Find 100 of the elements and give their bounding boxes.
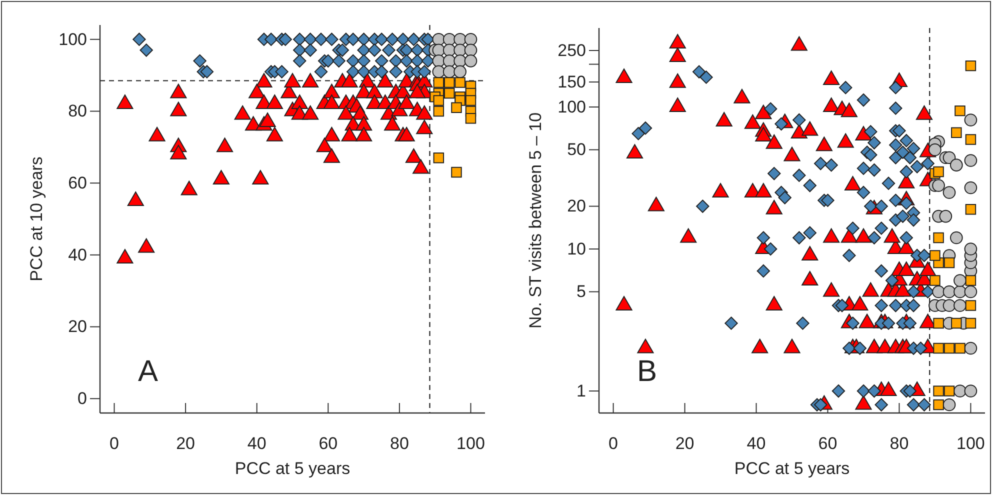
x-axis-title: PCC at 5 years xyxy=(234,459,350,478)
y-tick-label: 40 xyxy=(68,245,87,264)
point xyxy=(304,44,317,57)
point xyxy=(454,77,466,88)
point xyxy=(346,65,360,78)
point xyxy=(928,143,942,156)
point xyxy=(140,44,153,57)
point xyxy=(389,65,402,78)
point xyxy=(433,95,444,106)
point xyxy=(314,32,328,46)
point xyxy=(400,44,414,57)
point xyxy=(942,186,956,199)
x-tick-label: 60 xyxy=(818,434,838,454)
point xyxy=(942,398,956,412)
point xyxy=(382,44,396,57)
point xyxy=(421,54,435,68)
point xyxy=(396,32,410,46)
point xyxy=(933,166,944,178)
point xyxy=(954,384,966,398)
point xyxy=(278,32,292,46)
y-tick-label: 1 xyxy=(576,381,586,400)
y-tick-label: 60 xyxy=(68,174,87,193)
point xyxy=(965,300,976,311)
annotation: B xyxy=(636,355,658,388)
point xyxy=(418,65,431,78)
x-tick-label: 100 xyxy=(956,434,985,454)
y-tick-label: 150 xyxy=(558,72,586,92)
point xyxy=(942,151,956,164)
point xyxy=(293,32,306,46)
point xyxy=(464,54,478,68)
y-tick-label: 10 xyxy=(567,239,586,258)
point xyxy=(933,342,944,354)
x-tick-label: 60 xyxy=(318,434,338,454)
point xyxy=(464,44,478,57)
point xyxy=(964,242,978,256)
point xyxy=(454,65,466,78)
x-tick-label: 0 xyxy=(110,434,119,454)
point xyxy=(375,65,388,78)
point xyxy=(336,44,350,57)
x-tick-label: 0 xyxy=(608,434,618,454)
point xyxy=(951,127,962,138)
point xyxy=(375,54,388,68)
point xyxy=(944,342,955,354)
y-tick-label: 100 xyxy=(58,30,87,49)
point xyxy=(410,44,424,57)
point xyxy=(357,65,370,78)
point xyxy=(965,318,976,329)
y-axis-title: PCC at 10 years xyxy=(27,156,46,282)
point xyxy=(346,32,360,46)
point xyxy=(954,105,966,116)
point xyxy=(193,54,206,68)
point xyxy=(293,54,306,68)
point xyxy=(375,32,388,46)
point xyxy=(444,88,455,99)
point xyxy=(933,232,944,244)
y-tick-label: 80 xyxy=(68,102,87,121)
point xyxy=(322,54,335,68)
point xyxy=(944,386,955,396)
y-tick-label: 20 xyxy=(567,196,586,216)
y-tick-label: 20 xyxy=(68,317,87,336)
point xyxy=(293,44,306,57)
point xyxy=(932,285,945,298)
point xyxy=(942,299,956,312)
point xyxy=(304,32,317,46)
point xyxy=(464,32,478,46)
point xyxy=(314,65,328,78)
x-axis-title: PCC at 5 years xyxy=(734,459,850,478)
point xyxy=(386,32,399,46)
point xyxy=(964,285,978,298)
point xyxy=(400,54,414,68)
point xyxy=(944,257,955,268)
point xyxy=(954,274,966,287)
point xyxy=(933,386,944,396)
x-tick-label: 80 xyxy=(390,434,409,454)
point xyxy=(964,342,978,355)
point xyxy=(951,318,962,329)
y-axis-title: No. ST visits between 5 – 10 xyxy=(526,112,545,329)
point xyxy=(950,231,963,244)
point xyxy=(357,54,370,68)
point xyxy=(942,285,956,298)
x-tick-label: 40 xyxy=(746,434,766,454)
point xyxy=(965,134,976,145)
point xyxy=(964,384,978,398)
point xyxy=(368,44,382,57)
point xyxy=(264,32,278,46)
point xyxy=(964,181,978,194)
point xyxy=(965,60,976,72)
point xyxy=(451,102,462,114)
point xyxy=(325,32,338,46)
point xyxy=(433,152,444,164)
point xyxy=(410,54,424,68)
point xyxy=(933,399,944,410)
y-tick-label: 100 xyxy=(558,97,586,116)
point xyxy=(389,54,402,68)
x-tick-label: 40 xyxy=(247,434,266,454)
point xyxy=(407,32,420,46)
point xyxy=(275,65,288,78)
point xyxy=(954,342,966,354)
point xyxy=(132,32,146,46)
point xyxy=(332,54,346,68)
